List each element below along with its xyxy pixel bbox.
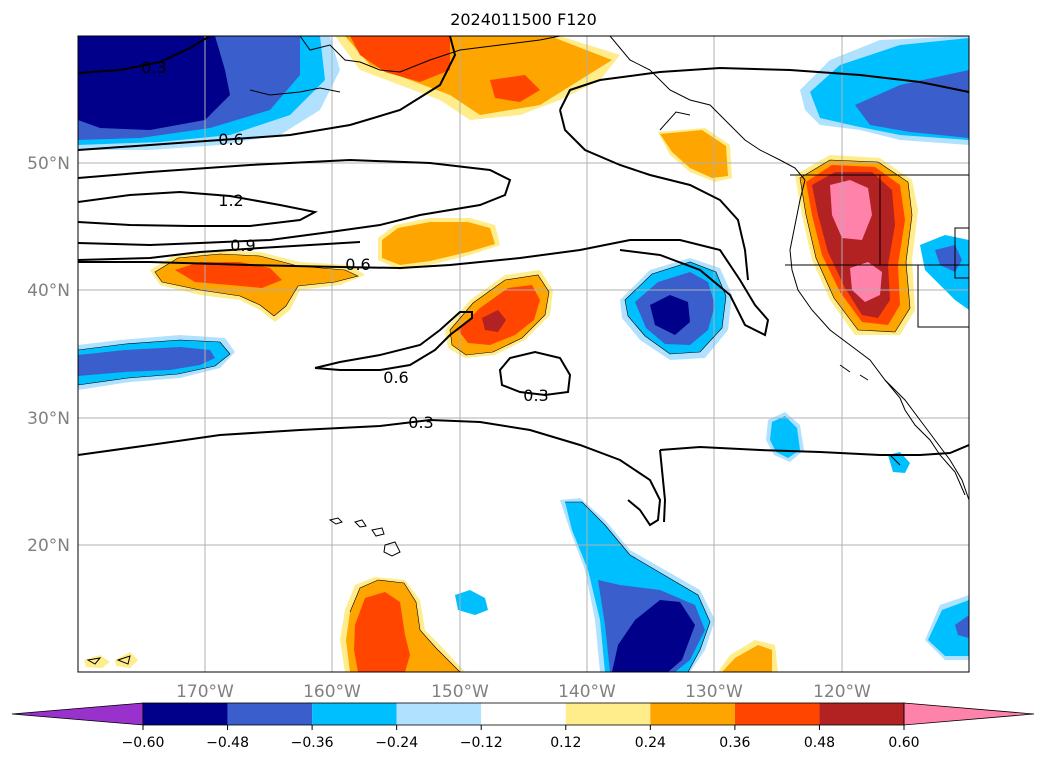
lon-label: 170°W	[176, 682, 234, 702]
colorbar-segment	[481, 703, 566, 725]
colorbar	[11, 702, 1035, 726]
coastline-bc	[609, 36, 806, 181]
contour-0.6-mid	[78, 239, 770, 337]
colorbar-segment	[227, 703, 313, 725]
colorbar-tick-label: 0.36	[719, 735, 750, 751]
contour-label: 0.3	[141, 58, 166, 77]
colorbar-tick-label: 0.48	[804, 735, 835, 751]
colorbar-tick-label: −0.24	[375, 735, 418, 751]
line-contours	[78, 36, 969, 527]
colorbar-segment	[650, 703, 735, 725]
colorbar-frame	[142, 702, 905, 726]
colorbar-segment	[396, 703, 482, 725]
lon-label: 130°W	[685, 682, 743, 702]
contour-0.6-north	[78, 36, 457, 151]
lat-label: 40°N	[27, 281, 70, 301]
colorbar-segment	[734, 703, 820, 725]
contour-label: 0.6	[383, 368, 408, 387]
colorbar-tick-label: −0.12	[460, 735, 503, 751]
map-frame	[77, 35, 970, 673]
colorbar-extend-low	[11, 702, 144, 726]
hawaii	[328, 517, 401, 557]
map-title: 2024011500 F120	[450, 10, 597, 29]
contour-label: 0.6	[345, 255, 370, 274]
contour-0.3-south	[78, 418, 662, 527]
contour-label: 0.9	[230, 236, 255, 255]
colorbar-tick-label: 0.60	[888, 735, 919, 751]
contour-label: 1.2	[218, 191, 243, 210]
colorbar-ticks: −0.60 −0.48 −0.36 −0.24 −0.12 0.12 0.24 0.36 0.4…	[122, 725, 920, 751]
lon-label: 150°W	[431, 682, 489, 702]
colorbar-segment	[143, 703, 228, 725]
colorbar-tick-label: −0.36	[291, 735, 334, 751]
contour-0.6-inner	[314, 311, 473, 371]
lat-label: 30°N	[27, 409, 70, 429]
contour-0.6-loop	[78, 158, 512, 247]
lat-label: 50°N	[27, 154, 70, 174]
contour-1.2	[78, 190, 318, 227]
colorbar-segment	[312, 703, 397, 725]
colorbar-segment	[819, 703, 904, 725]
colorbar-extend-high	[903, 702, 1035, 726]
colorbar-segment	[565, 703, 651, 725]
colorbar-tick-label: 0.12	[550, 735, 581, 751]
contour-label: 0.3	[408, 413, 433, 432]
contour-label: 0.3	[523, 386, 548, 405]
coastline-west-us	[789, 179, 969, 501]
graticule	[78, 36, 969, 672]
coastlines	[86, 36, 969, 665]
lon-label: 140°W	[558, 682, 616, 702]
lat-label: 20°N	[27, 536, 70, 556]
contour-0.3-north	[78, 36, 211, 74]
lon-label: 160°W	[303, 682, 361, 702]
lon-label: 120°W	[813, 682, 871, 702]
coastline-alaska	[299, 36, 561, 73]
contour-0.9	[78, 241, 361, 261]
contour-label: 0.6	[218, 130, 243, 149]
contour-0.3-small	[498, 350, 572, 397]
shade-outlines	[78, 159, 913, 672]
colorbar-tick-label: −0.60	[122, 735, 165, 751]
colorbar-tick-label: 0.24	[635, 735, 666, 751]
colorbar-tick-label: −0.48	[206, 735, 249, 751]
